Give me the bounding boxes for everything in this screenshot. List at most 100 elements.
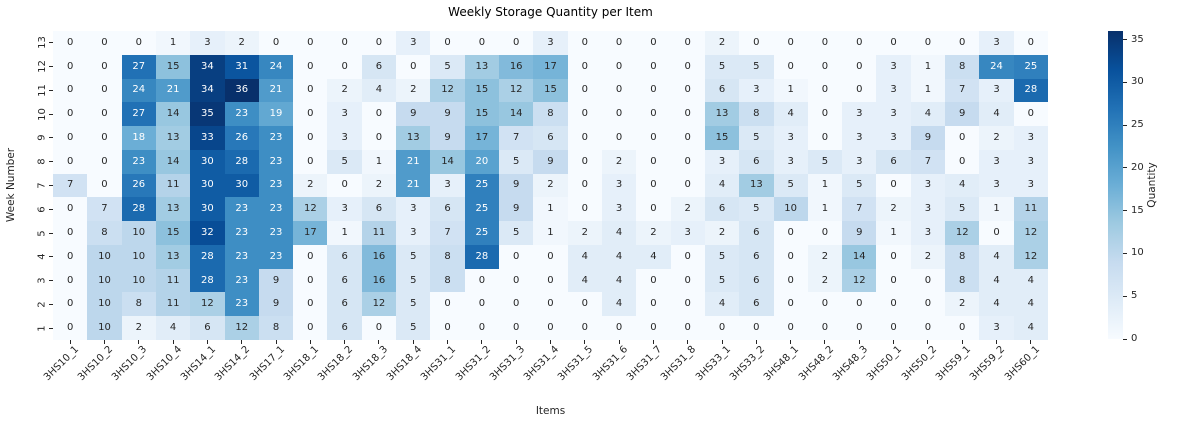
heatmap-cell: 23 — [258, 197, 294, 222]
heatmap-cell: 0 — [499, 292, 534, 317]
heatmap-cell: 4 — [567, 244, 602, 269]
heatmap-cell: 0 — [87, 31, 122, 55]
heatmap-cell: 3 — [773, 126, 808, 150]
tick-mark — [687, 340, 689, 344]
heatmap-cell: 0 — [293, 31, 328, 55]
heatmap-cell: 0 — [499, 31, 534, 55]
colorbar-tick-mark — [1123, 210, 1127, 212]
heatmap-cell: 3 — [979, 173, 1014, 198]
heatmap-cell: 8 — [430, 244, 465, 269]
heatmap-cell: 3 — [773, 149, 808, 174]
heatmap-cell: 10 — [87, 244, 122, 269]
heatmap-cell: 9 — [396, 102, 431, 127]
heatmap-cell: 0 — [293, 316, 328, 340]
colorbar-tick-mark — [1123, 124, 1127, 126]
tick-mark — [515, 340, 517, 344]
heatmap-cell: 13 — [704, 102, 740, 127]
heatmap-cell: 25 — [464, 221, 500, 245]
heatmap-cell: 2 — [327, 78, 362, 103]
colorbar-tick-mark — [1123, 39, 1127, 41]
heatmap-cell: 0 — [670, 149, 705, 174]
heatmap-cell: 4 — [361, 78, 397, 103]
heatmap-cell: 0 — [945, 126, 980, 150]
heatmap-cell: 2 — [224, 31, 259, 55]
heatmap-cell: 12 — [361, 292, 397, 317]
heatmap-cell: 6 — [361, 197, 397, 222]
heatmap-cell: 0 — [670, 268, 705, 293]
tick-mark — [49, 66, 53, 68]
heatmap-cell: 0 — [464, 316, 500, 340]
heatmap-cell: 0 — [533, 292, 568, 317]
heatmap-cell: 0 — [53, 78, 88, 103]
heatmap-cell: 0 — [396, 54, 431, 79]
x-tick-label: 3HS48_1 — [762, 344, 802, 384]
heatmap-cell: 12 — [499, 78, 534, 103]
heatmap-cell: 21 — [155, 78, 191, 103]
heatmap-cell: 0 — [807, 316, 843, 340]
heatmap-cell: 1 — [533, 221, 568, 245]
y-tick-label: 11 — [36, 84, 48, 97]
tick-mark — [412, 340, 414, 344]
heatmap-cell: 5 — [430, 54, 465, 79]
heatmap-cell: 23 — [258, 173, 294, 198]
heatmap-cell: 15 — [464, 102, 500, 127]
x-tick-label: 3HS17_1 — [247, 344, 287, 384]
heatmap-cell: 32 — [190, 221, 225, 245]
tick-mark — [49, 208, 53, 210]
tick-mark — [790, 340, 792, 344]
heatmap-cell: 0 — [87, 78, 122, 103]
heatmap-cell: 25 — [464, 197, 500, 222]
heatmap-cell: 0 — [670, 31, 705, 55]
heatmap-cell: 4 — [567, 268, 602, 293]
heatmap-cell: 30 — [190, 149, 225, 174]
heatmap-cell: 0 — [533, 244, 568, 269]
colorbar-tick-mark — [1123, 338, 1127, 340]
heatmap-cell: 21 — [258, 78, 294, 103]
tick-mark — [824, 340, 826, 344]
tick-mark — [49, 327, 53, 329]
heatmap-cell: 0 — [945, 31, 980, 55]
colorbar-tick-mark — [1123, 252, 1127, 254]
heatmap-cell: 5 — [704, 244, 740, 269]
heatmap-cell: 6 — [327, 268, 362, 293]
heatmap-cell: 0 — [464, 31, 500, 55]
heatmap-cell: 24 — [258, 54, 294, 79]
heatmap-cell: 4 — [636, 244, 671, 269]
x-tick-label: 3HS48_2 — [796, 344, 836, 384]
heatmap-cell: 0 — [567, 54, 602, 79]
heatmap-cell: 0 — [430, 31, 465, 55]
colorbar-tick-mark — [1123, 81, 1127, 83]
heatmap-cell: 19 — [258, 102, 294, 127]
heatmap-cell: 8 — [945, 268, 980, 293]
heatmap-cell: 17 — [464, 126, 500, 150]
heatmap-cell: 4 — [979, 102, 1014, 127]
tick-mark — [172, 340, 174, 344]
heatmap-cell: 0 — [430, 316, 465, 340]
heatmap-cell: 0 — [327, 173, 362, 198]
heatmap-cell: 25 — [1013, 54, 1048, 79]
heatmap-cell: 5 — [807, 149, 843, 174]
heatmap-cell: 3 — [910, 221, 946, 245]
heatmap-cell: 3 — [190, 31, 225, 55]
heatmap-cell: 0 — [87, 54, 122, 79]
heatmap-cell: 0 — [258, 31, 294, 55]
tick-mark — [49, 185, 53, 186]
heatmap-cell: 0 — [121, 31, 156, 55]
heatmap-cell: 1 — [533, 197, 568, 222]
heatmap-cell: 0 — [773, 292, 808, 317]
heatmap-cell: 5 — [327, 149, 362, 174]
heatmap-cell: 6 — [739, 292, 774, 317]
heatmap-cell: 0 — [499, 268, 534, 293]
heatmap-cell: 16 — [361, 244, 397, 269]
heatmap-cell: 2 — [807, 244, 843, 269]
heatmap-cell: 14 — [842, 244, 877, 269]
heatmap-cell: 1 — [361, 149, 397, 174]
heatmap-cell: 0 — [464, 268, 500, 293]
heatmap-cell: 0 — [670, 316, 705, 340]
y-tick-label: 4 — [36, 253, 48, 260]
tick-mark — [103, 340, 105, 344]
heatmap-cell: 6 — [876, 149, 911, 174]
heatmap-cell: 28 — [464, 244, 500, 269]
heatmap-cell: 0 — [636, 149, 671, 174]
heatmap-cell: 28 — [190, 244, 225, 269]
